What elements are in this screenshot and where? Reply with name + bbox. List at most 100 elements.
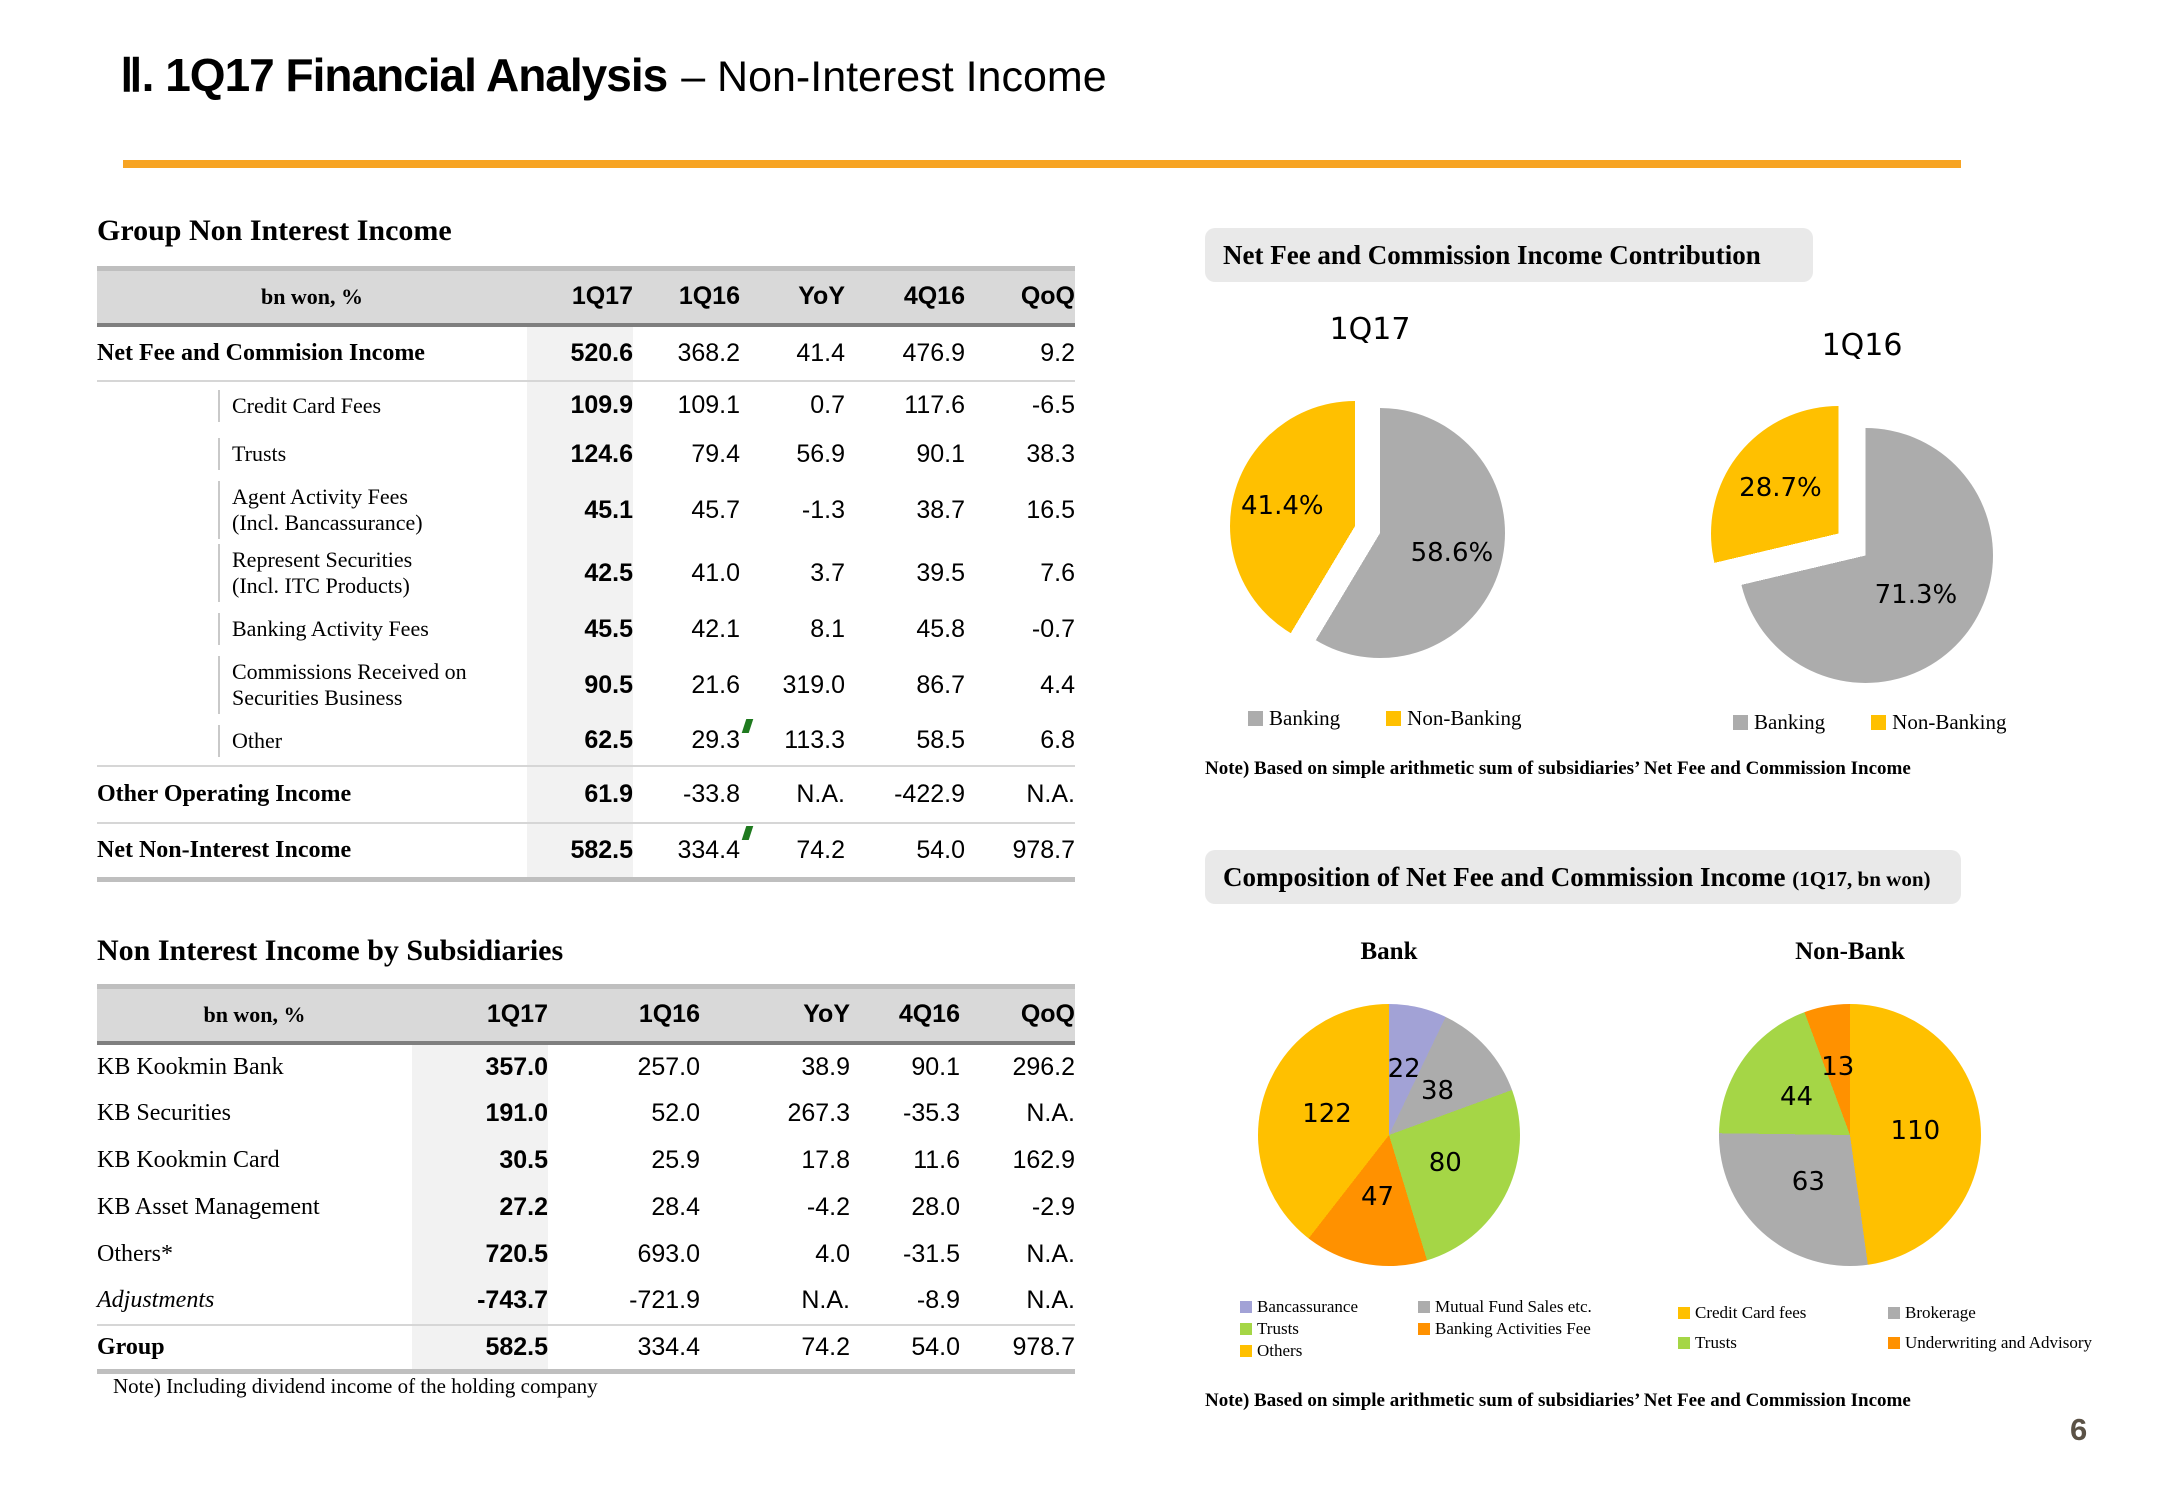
pie-chart-bank-composition: 22388047122 <box>1254 1000 1524 1270</box>
others-swatch-icon <box>1240 1345 1252 1357</box>
subsidiaries-table: bn won, % 1Q17 1Q16 YoY 4Q16 QoQ KB Kook… <box>97 984 1075 1374</box>
table-row: KB Securities 191.0 52.0 267.3 -35.3 N.A… <box>97 1089 1075 1137</box>
row-label: Banking Activity Fees <box>218 613 527 645</box>
pie-data-label: 13 <box>1821 1051 1855 1082</box>
table-row: Credit Card Fees 109.9 109.1 0.7 117.6 -… <box>97 380 1075 430</box>
nonbank-legend-col2: Brokerage Underwriting and Advisory <box>1888 1298 2092 1358</box>
pie-1q16-legend: Banking Non-Banking <box>1733 710 2007 735</box>
contribution-section-header: Net Fee and Commission Income Contributi… <box>1205 228 1813 282</box>
composition-header-unit: (1Q17, bn won) <box>1792 867 1931 891</box>
legend-item-others: Others <box>1240 1340 1358 1362</box>
row-label: Net Fee and Commision Income <box>97 339 425 366</box>
pie-chart-1q17-contribution: 58.6%41.4% <box>1225 385 1515 675</box>
legend-item-trusts: Trusts <box>1240 1318 1358 1340</box>
pie-slice-underwriting-and-advisory <box>1719 1004 1981 1266</box>
legend-item-underwriting-advisory: Underwriting and Advisory <box>1888 1328 2092 1358</box>
col-yoy: YoY <box>803 1000 850 1029</box>
row-label: Commissions Received on Securities Busine… <box>218 656 527 714</box>
trusts-swatch-icon <box>1678 1337 1690 1349</box>
comment-marker <box>741 718 754 733</box>
pie-data-label: 122 <box>1302 1098 1352 1129</box>
table-header-row: bn won, % 1Q17 1Q16 YoY 4Q16 QoQ <box>97 268 1075 325</box>
col-1q17: 1Q17 <box>486 1000 548 1029</box>
pie-1q17-legend: Banking Non-Banking <box>1248 706 1522 731</box>
composition-section-header: Composition of Net Fee and Commission In… <box>1205 850 1961 904</box>
pie-slice-others <box>1258 1004 1520 1266</box>
pie-data-label: 28.7% <box>1739 472 1822 503</box>
row-label: KB Kookmin Bank <box>97 1053 284 1080</box>
table-row: Agent Activity Fees (Incl. Bancassurance)… <box>97 478 1075 542</box>
subsidiaries-table-heading: Non Interest Income by Subsidiaries <box>97 934 564 967</box>
legend-item-non-banking: Non-Banking <box>1871 710 2007 735</box>
row-label: KB Asset Management <box>97 1193 320 1220</box>
pie-slice-non-banking <box>1710 405 1966 661</box>
legend-item-trusts: Trusts <box>1678 1328 1806 1358</box>
bank-legend-col1: Bancassurance Trusts Others <box>1240 1296 1358 1362</box>
legend-item-banking: Banking <box>1733 710 1825 735</box>
col-4q16: 4Q16 <box>898 1000 960 1029</box>
mutual-fund-swatch-icon <box>1418 1301 1430 1313</box>
subsidiaries-table-note: Note) Including dividend income of the h… <box>113 1374 598 1398</box>
row-label: Other Operating Income <box>97 780 352 807</box>
bancassurance-swatch-icon <box>1240 1301 1252 1313</box>
col-qoq: QoQ <box>1020 1000 1075 1029</box>
credit-card-fees-swatch-icon <box>1678 1307 1690 1319</box>
col-qoq: QoQ <box>1020 282 1075 311</box>
row-label: Others* <box>97 1240 173 1267</box>
pie-1q16-title: 1Q16 <box>1821 328 1903 363</box>
non-banking-swatch-icon <box>1871 715 1887 730</box>
table-row: Other Operating Income 61.9 -33.8 N.A. -… <box>97 765 1075 823</box>
legend-item-banking: Banking <box>1248 706 1340 731</box>
table-row: Commissions Received on Securities Busine… <box>97 653 1075 717</box>
table-row: Represent Securities (Incl. ITC Products)… <box>97 541 1075 605</box>
col-4q16: 4Q16 <box>903 282 965 311</box>
row-label: Other <box>218 724 527 757</box>
pie-1q17-title: 1Q17 <box>1329 312 1411 347</box>
group-non-interest-table-wrap: bn won, % 1Q17 1Q16 YoY 4Q16 QoQ Net Fee… <box>97 266 1075 882</box>
group-table-heading: Group Non Interest Income <box>97 214 452 247</box>
row-label: Agent Activity Fees (Incl. Bancassurance) <box>218 481 527 539</box>
legend-item-bancassurance: Bancassurance <box>1240 1296 1358 1318</box>
col-1q17: 1Q17 <box>571 282 633 311</box>
table-row: Others* 720.5 693.0 4.0 -31.5 N.A. <box>97 1230 1075 1278</box>
page-title: Ⅱ. 1Q17 Financial Analysis – Non-Interes… <box>120 48 1107 102</box>
pie-data-label: 41.4% <box>1240 490 1324 521</box>
table-row: KB Kookmin Bank 357.0 257.0 38.9 90.1 29… <box>97 1042 1075 1090</box>
banking-swatch-icon <box>1248 711 1263 726</box>
subsidiaries-table-wrap: bn won, % 1Q17 1Q16 YoY 4Q16 QoQ KB Kook… <box>97 984 1075 1374</box>
col-yoy: YoY <box>798 282 845 311</box>
pie-chart-1q16-contribution: 71.3%28.7% <box>1710 402 2012 702</box>
bank-pie-subtitle: Bank <box>1360 938 1418 965</box>
legend-item-non-banking: Non-Banking <box>1386 706 1522 731</box>
table-row: Banking Activity Fees 45.5 42.1 8.1 45.8… <box>97 604 1075 654</box>
pie-chart-nonbank-composition: 110634413 <box>1715 1000 1985 1270</box>
legend-item-brokerage: Brokerage <box>1888 1298 2092 1328</box>
nonbank-legend-col1: Credit Card fees Trusts <box>1678 1298 1806 1358</box>
row-label: Net Non-Interest Income <box>97 836 352 863</box>
bank-legend-col2: Mutual Fund Sales etc. Banking Activitie… <box>1418 1296 1592 1340</box>
col-1q16: 1Q16 <box>638 1000 700 1029</box>
legend-item-banking-activities-fee: Banking Activities Fee <box>1418 1318 1592 1340</box>
page-title-bold: Ⅱ. 1Q17 Financial Analysis <box>120 49 668 101</box>
row-label: Adjustments <box>97 1287 215 1313</box>
unit-label: bn won, % <box>260 283 364 309</box>
row-label: Credit Card Fees <box>218 389 527 422</box>
legend-item-mutual-fund: Mutual Fund Sales etc. <box>1418 1296 1592 1318</box>
nonbank-pie-subtitle: Non-Bank <box>1795 938 1905 965</box>
page-title-subtitle: – Non-Interest Income <box>681 53 1107 101</box>
table-header-row: bn won, % 1Q17 1Q16 YoY 4Q16 QoQ <box>97 986 1075 1043</box>
table-row: Adjustments -743.7 -721.9 N.A. -8.9 N.A. <box>97 1277 1075 1325</box>
underwriting-advisory-swatch-icon <box>1888 1337 1900 1349</box>
table-row: KB Asset Management 27.2 28.4 -4.2 28.0 … <box>97 1183 1075 1231</box>
table-row: KB Kookmin Card 30.5 25.9 17.8 11.6 162.… <box>97 1136 1075 1184</box>
group-non-interest-table: bn won, % 1Q17 1Q16 YoY 4Q16 QoQ Net Fee… <box>97 266 1075 882</box>
row-label: Group <box>97 1333 165 1360</box>
brokerage-swatch-icon <box>1888 1307 1900 1319</box>
unit-label: bn won, % <box>203 1001 306 1027</box>
row-label: KB Kookmin Card <box>97 1146 280 1173</box>
row-label: Represent Securities (Incl. ITC Products) <box>218 544 527 602</box>
comment-marker <box>741 825 754 840</box>
page-number: 6 <box>2070 1412 2088 1447</box>
composition-note: Note) Based on simple arithmetic sum of … <box>1205 1390 1911 1411</box>
